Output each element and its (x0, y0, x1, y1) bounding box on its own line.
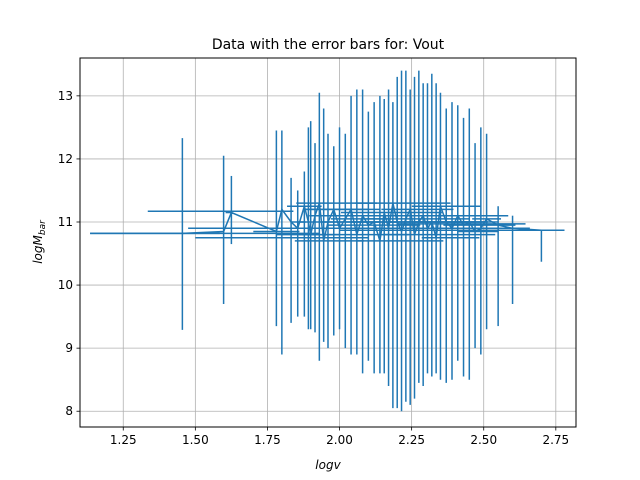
y-axis-label-sub: bar (38, 219, 48, 235)
chart-title: Data with the error bars for: Vout (212, 37, 445, 53)
y-axis-label: logMbar (31, 219, 48, 264)
x-tick-label: 2.00 (326, 433, 353, 447)
x-tick-label: 1.50 (182, 433, 209, 447)
y-tick-label: 10 (58, 278, 73, 292)
plot-area (90, 70, 565, 412)
y-tick-label: 9 (65, 341, 73, 355)
x-tick-label: 2.50 (470, 433, 497, 447)
y-tick-label: 12 (58, 152, 73, 166)
series-connecting-line (182, 202, 542, 242)
x-tick-label: 2.25 (398, 433, 425, 447)
y-axis-ticks: 8 9 10 11 12 13 (58, 89, 80, 418)
y-tick-label: 13 (58, 89, 73, 103)
x-tick-label: 1.25 (110, 433, 137, 447)
x-axis-ticks: 1.25 1.50 1.75 2.00 2.25 2.50 2.75 (110, 427, 569, 447)
x-axis-label: logv (315, 458, 341, 472)
x-tick-label: 1.75 (254, 433, 281, 447)
x-tick-label: 2.75 (542, 433, 569, 447)
y-tick-label: 11 (58, 215, 73, 229)
plot-frame (79, 57, 577, 428)
y-axis-label-main: logM (31, 235, 45, 264)
error-bars (90, 70, 565, 412)
y-tick-label: 8 (65, 404, 73, 418)
